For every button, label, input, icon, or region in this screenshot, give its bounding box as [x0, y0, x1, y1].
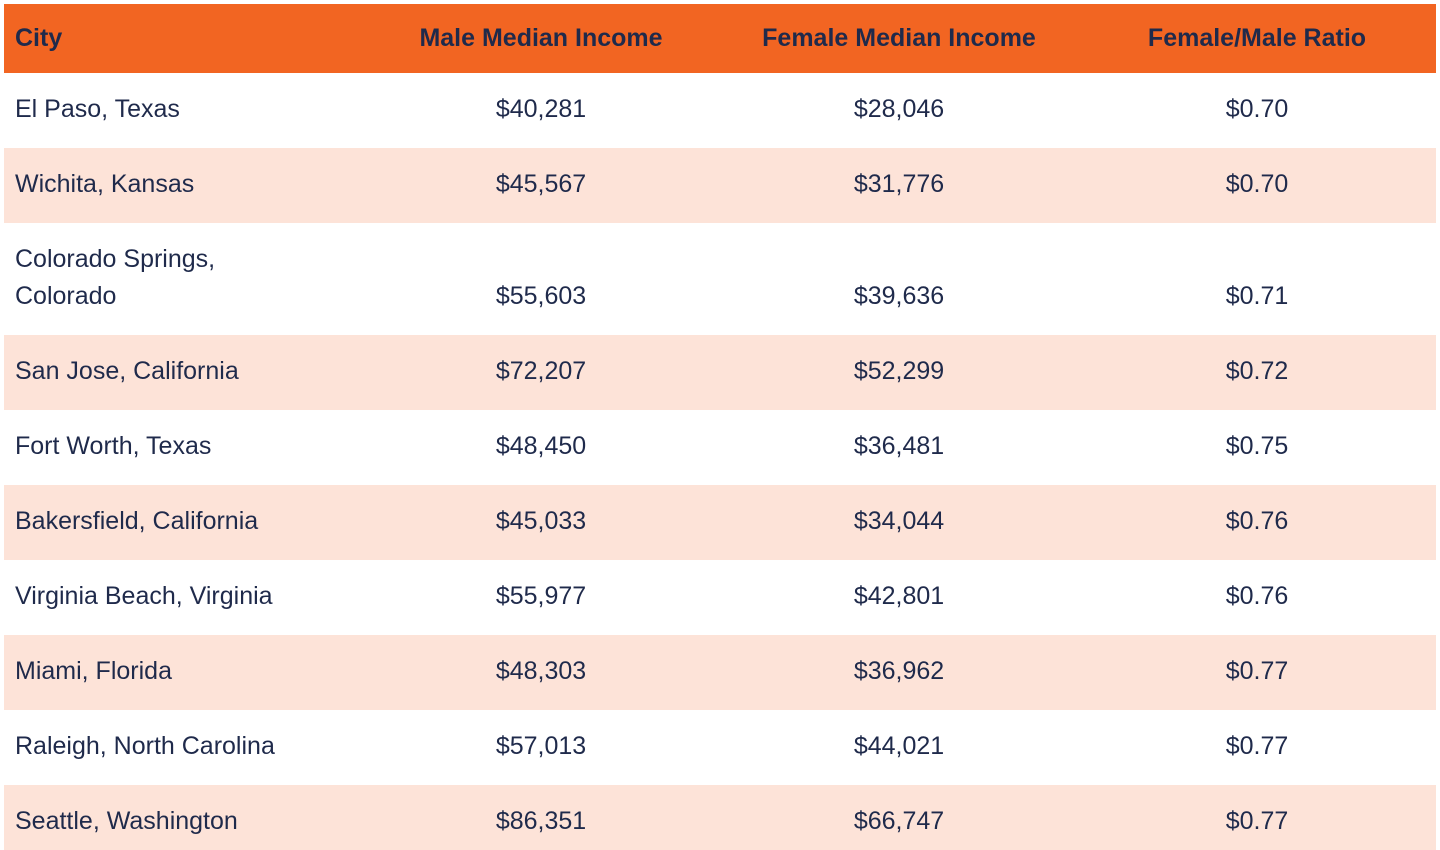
- table-row: Seattle, Washington $86,351 $66,747 $0.77: [4, 785, 1436, 850]
- city-cell: Bakersfield, California: [4, 485, 362, 560]
- city-cell: Seattle, Washington: [4, 785, 362, 850]
- city-cell: Miami, Florida: [4, 635, 362, 710]
- female-income-cell: $34,044: [720, 485, 1078, 560]
- ratio-cell: $0.76: [1078, 485, 1436, 560]
- male-income-cell: $48,303: [362, 635, 720, 710]
- female-income-cell: $36,481: [720, 410, 1078, 485]
- ratio-cell: $0.76: [1078, 560, 1436, 635]
- male-income-cell: $57,013: [362, 710, 720, 785]
- male-income-cell: $86,351: [362, 785, 720, 850]
- header-row: City Male Median Income Female Median In…: [4, 4, 1436, 73]
- city-cell: San Jose, California: [4, 335, 362, 410]
- header-male-median-income: Male Median Income: [362, 4, 720, 73]
- header-city: City: [4, 4, 362, 73]
- table-body: El Paso, Texas $40,281 $28,046 $0.70 Wichita…: [4, 73, 1436, 850]
- female-income-cell: $44,021: [720, 710, 1078, 785]
- ratio-cell: $0.77: [1078, 785, 1436, 850]
- male-income-cell: $45,567: [362, 148, 720, 223]
- female-income-cell: $39,636: [720, 223, 1078, 335]
- ratio-cell: $0.75: [1078, 410, 1436, 485]
- female-income-cell: $42,801: [720, 560, 1078, 635]
- ratio-cell: $0.72: [1078, 335, 1436, 410]
- male-income-cell: $55,603: [362, 223, 720, 335]
- city-cell: Raleigh, North Carolina: [4, 710, 362, 785]
- table-header: City Male Median Income Female Median In…: [4, 4, 1436, 73]
- table-row: El Paso, Texas $40,281 $28,046 $0.70: [4, 73, 1436, 148]
- city-cell: El Paso, Texas: [4, 73, 362, 148]
- table-row: San Jose, California $72,207 $52,299 $0.72: [4, 335, 1436, 410]
- table-row: Wichita, Kansas $45,567 $31,776 $0.70: [4, 148, 1436, 223]
- table-row: Colorado Springs, Colorado $55,603 $39,636…: [4, 223, 1436, 335]
- male-income-cell: $40,281: [362, 73, 720, 148]
- ratio-cell: $0.70: [1078, 73, 1436, 148]
- male-income-cell: $55,977: [362, 560, 720, 635]
- city-cell: Wichita, Kansas: [4, 148, 362, 223]
- header-female-male-ratio: Female/Male Ratio: [1078, 4, 1436, 73]
- ratio-cell: $0.77: [1078, 635, 1436, 710]
- male-income-cell: $45,033: [362, 485, 720, 560]
- city-cell: Colorado Springs, Colorado: [4, 223, 362, 335]
- table-row: Raleigh, North Carolina $57,013 $44,021 $0.…: [4, 710, 1436, 785]
- ratio-cell: $0.71: [1078, 223, 1436, 335]
- header-female-median-income: Female Median Income: [720, 4, 1078, 73]
- male-income-cell: $72,207: [362, 335, 720, 410]
- city-cell: Fort Worth, Texas: [4, 410, 362, 485]
- female-income-cell: $52,299: [720, 335, 1078, 410]
- female-income-cell: $66,747: [720, 785, 1078, 850]
- ratio-cell: $0.77: [1078, 710, 1436, 785]
- median-income-table: City Male Median Income Female Median In…: [4, 4, 1436, 850]
- city-cell: Virginia Beach, Virginia: [4, 560, 362, 635]
- female-income-cell: $28,046: [720, 73, 1078, 148]
- table-row: Bakersfield, California $45,033 $34,044 $0.…: [4, 485, 1436, 560]
- ratio-cell: $0.70: [1078, 148, 1436, 223]
- female-income-cell: $31,776: [720, 148, 1078, 223]
- table-row: Fort Worth, Texas $48,450 $36,481 $0.75: [4, 410, 1436, 485]
- table-row: Miami, Florida $48,303 $36,962 $0.77: [4, 635, 1436, 710]
- table-row: Virginia Beach, Virginia $55,977 $42,801 $0…: [4, 560, 1436, 635]
- female-income-cell: $36,962: [720, 635, 1078, 710]
- male-income-cell: $48,450: [362, 410, 720, 485]
